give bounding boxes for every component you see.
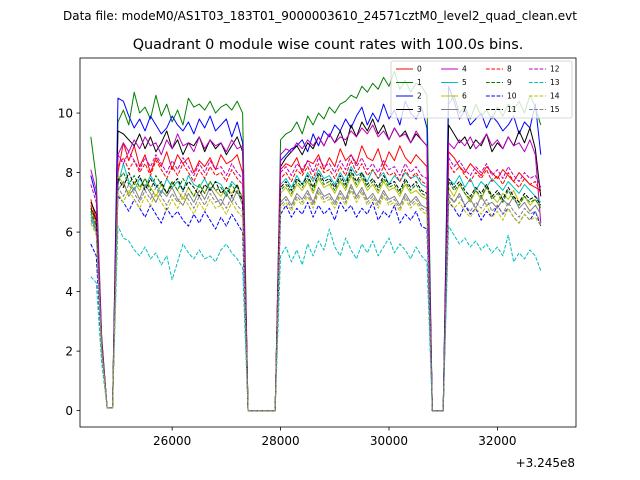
series-line-4 <box>90 124 542 412</box>
data-file-label: Data file: modeM0/AS1T03_183T01_90000036… <box>63 9 577 23</box>
legend-label-3: 3 <box>417 105 422 114</box>
y-tick-label: 8 <box>65 166 73 180</box>
series-line-9 <box>90 172 542 412</box>
series-line-15 <box>90 183 542 412</box>
legend-label-11: 11 <box>507 105 517 114</box>
series-line-3 <box>90 118 542 412</box>
legend-label-0: 0 <box>417 65 422 74</box>
legend-label-13: 13 <box>550 78 560 87</box>
legend-label-7: 7 <box>462 105 467 114</box>
series-line-12 <box>90 151 542 412</box>
legend-label-8: 8 <box>507 65 512 74</box>
legend-label-15: 15 <box>550 105 560 114</box>
legend-label-14: 14 <box>550 92 560 101</box>
series-line-5 <box>90 163 542 412</box>
series-line-10 <box>90 195 542 412</box>
x-tick-label: 32000 <box>478 434 516 448</box>
legend-frame <box>390 60 573 119</box>
legend-label-5: 5 <box>462 78 467 87</box>
x-tick-label: 26000 <box>153 434 191 448</box>
plot-area <box>80 58 576 427</box>
legend-label-10: 10 <box>507 92 517 101</box>
series-line-0 <box>90 142 542 412</box>
legend-label-4: 4 <box>462 65 467 74</box>
plot-frame <box>79 57 577 428</box>
legend-label-12: 12 <box>550 65 560 74</box>
y-tick-label: 4 <box>65 285 73 299</box>
x-axis: 26000 28000 30000 32000 <box>153 427 516 448</box>
y-tick-label: 6 <box>65 226 73 240</box>
x-tick-label: 30000 <box>370 434 408 448</box>
legend-label-2: 2 <box>417 92 422 101</box>
chart-title: Quadrant 0 module wise count rates with … <box>133 37 524 53</box>
legend-label-1: 1 <box>417 78 422 87</box>
series-line-8 <box>90 157 542 412</box>
y-tick-label: 0 <box>65 404 73 418</box>
series-line-14 <box>90 189 542 412</box>
y-tick-label: 10 <box>58 107 73 121</box>
legend-label-6: 6 <box>462 92 467 101</box>
legend-label-9: 9 <box>507 78 512 87</box>
series-layer <box>90 70 542 412</box>
y-tick-label: 2 <box>65 345 73 359</box>
series-line-13 <box>90 225 542 412</box>
x-offset-label: +3.245e8 <box>516 456 575 470</box>
series-line-7 <box>90 181 542 412</box>
x-tick-label: 28000 <box>261 434 299 448</box>
y-axis: 0 2 4 6 8 10 <box>58 107 80 418</box>
series-line-11 <box>90 169 542 412</box>
